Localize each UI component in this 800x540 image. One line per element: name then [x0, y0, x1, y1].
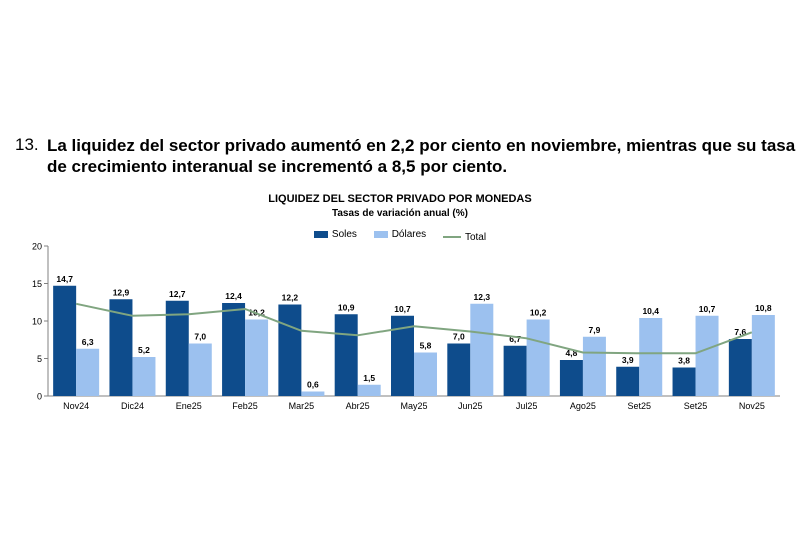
x-tick-label: May25 — [400, 401, 427, 411]
line-total — [75, 302, 753, 355]
data-label-dolares: 10,4 — [642, 306, 659, 316]
bar-dolares — [639, 318, 663, 396]
data-label-soles: 3,9 — [622, 355, 634, 365]
section-heading-text: La liquidez del sector privado aumentó e… — [47, 136, 796, 176]
bar-dolares — [132, 357, 156, 396]
y-tick-label: 10 — [32, 317, 42, 327]
data-label-soles: 4,8 — [566, 348, 578, 358]
bar-soles — [503, 345, 527, 396]
chart-legend: Soles Dólares Total — [0, 229, 800, 243]
y-tick-label: 20 — [32, 242, 42, 252]
legend-item-total: Total — [442, 231, 487, 243]
bar-soles — [278, 304, 302, 396]
y-tick-label: 0 — [37, 392, 42, 402]
data-label-soles: 6,7 — [509, 334, 521, 344]
y-tick-label: 15 — [32, 279, 42, 289]
data-label-dolares: 6,3 — [82, 337, 94, 347]
data-label-soles: 12,9 — [113, 287, 130, 297]
data-label-soles: 12,7 — [169, 289, 186, 299]
data-label-soles: 7,0 — [453, 332, 465, 342]
bar-soles — [672, 367, 696, 396]
data-label-dolares: 5,8 — [420, 341, 432, 351]
data-label-soles: 10,9 — [338, 302, 355, 312]
bar-dolares — [245, 319, 269, 396]
bar-soles — [559, 360, 583, 396]
bar-soles — [334, 314, 358, 396]
bar-dolares — [751, 315, 775, 396]
data-label-dolares: 7,0 — [194, 332, 206, 342]
bar-soles — [447, 343, 471, 396]
legend-label-dolares: Dólares — [391, 229, 427, 240]
data-label-soles: 12,4 — [225, 291, 242, 301]
chart-title: LIQUIDEZ DEL SECTOR PRIVADO POR MONEDAS — [268, 193, 532, 205]
bar-dolares — [526, 319, 550, 396]
bar-soles — [109, 299, 133, 396]
data-label-soles: 3,8 — [678, 356, 690, 366]
bar-dolares — [357, 384, 381, 396]
x-tick-label: Nov25 — [739, 401, 765, 411]
legend-swatch-total — [442, 236, 461, 238]
legend-item-dolares: Dólares — [373, 229, 427, 240]
bar-soles — [391, 315, 414, 396]
x-tick-label: Jun25 — [458, 401, 483, 411]
data-label-dolares: 5,2 — [138, 345, 150, 355]
bar-dolares — [301, 391, 325, 396]
legend-item-soles: Soles — [313, 229, 357, 240]
x-tick-label: Feb25 — [232, 401, 258, 411]
data-label-soles: 10,7 — [394, 304, 411, 314]
bar-dolares — [470, 303, 494, 396]
bar-soles — [728, 339, 752, 396]
x-tick-label: Nov24 — [63, 401, 89, 411]
bar-soles — [165, 300, 189, 396]
bar-dolares — [695, 315, 719, 396]
bar-dolares — [582, 336, 606, 396]
x-tick-label: Ago25 — [570, 401, 596, 411]
data-label-dolares: 10,8 — [755, 303, 772, 313]
data-label-soles: 12,2 — [282, 293, 299, 303]
y-tick-label: 5 — [37, 354, 42, 364]
x-tick-label: Abr25 — [346, 401, 370, 411]
bar-dolares — [76, 348, 100, 396]
chart-subtitle: Tasas de variación anual (%) — [332, 208, 468, 219]
legend-swatch-soles — [313, 231, 328, 238]
bar-dolares — [414, 352, 437, 396]
section-number: 13. — [15, 135, 39, 154]
x-tick-label: Dic24 — [121, 401, 144, 411]
x-tick-label: Set25 — [627, 401, 651, 411]
data-label-soles: 7,6 — [734, 327, 746, 337]
data-label-dolares: 7,9 — [589, 325, 601, 335]
legend-label-total: Total — [464, 231, 487, 243]
data-label-dolares: 0,6 — [307, 380, 319, 390]
bar-soles — [222, 303, 246, 396]
data-label-dolares: 12,3 — [474, 292, 491, 302]
bar-soles — [53, 285, 77, 396]
x-tick-label: Set25 — [684, 401, 708, 411]
data-label-dolares: 10,2 — [530, 308, 547, 318]
data-label-dolares: 10,7 — [699, 304, 716, 314]
legend-swatch-dolares — [373, 231, 388, 238]
x-tick-label: Mar25 — [289, 401, 315, 411]
data-label-dolares: 1,5 — [363, 373, 375, 383]
legend-label-soles: Soles — [331, 229, 357, 240]
bar-dolares — [188, 343, 212, 396]
data-label-soles: 14,7 — [56, 274, 73, 284]
x-tick-label: Ene25 — [176, 401, 202, 411]
x-tick-label: Jul25 — [516, 401, 538, 411]
bar-soles — [616, 366, 640, 396]
